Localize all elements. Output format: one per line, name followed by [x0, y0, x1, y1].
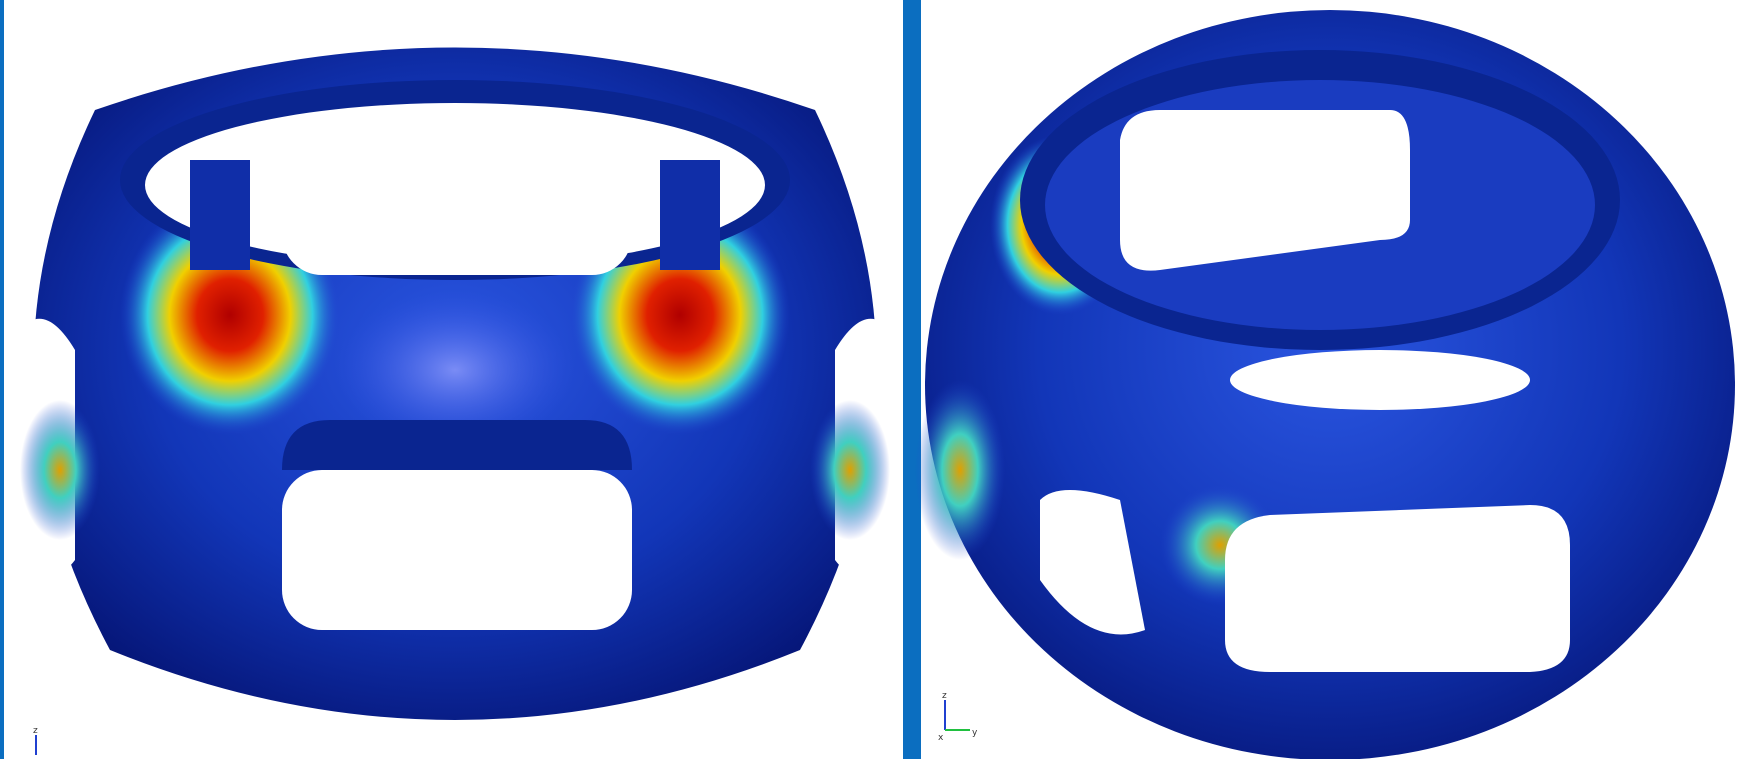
window — [1230, 350, 1530, 410]
window-lip — [282, 420, 632, 470]
axis-label: z — [942, 691, 947, 701]
warm-region — [20, 400, 100, 540]
screenshot: z z x y — [0, 0, 1737, 759]
window — [282, 470, 632, 630]
warm-region — [810, 400, 890, 540]
axis-label: z — [33, 726, 38, 736]
warm-region — [915, 380, 1005, 560]
axis-label: y — [972, 728, 978, 738]
page: z z x y (() => { const data = JSON.parse… — [0, 0, 1737, 759]
window — [282, 125, 632, 275]
axis-label: x — [938, 733, 944, 743]
window — [1225, 505, 1570, 672]
strut — [190, 160, 250, 270]
strut — [660, 160, 720, 270]
